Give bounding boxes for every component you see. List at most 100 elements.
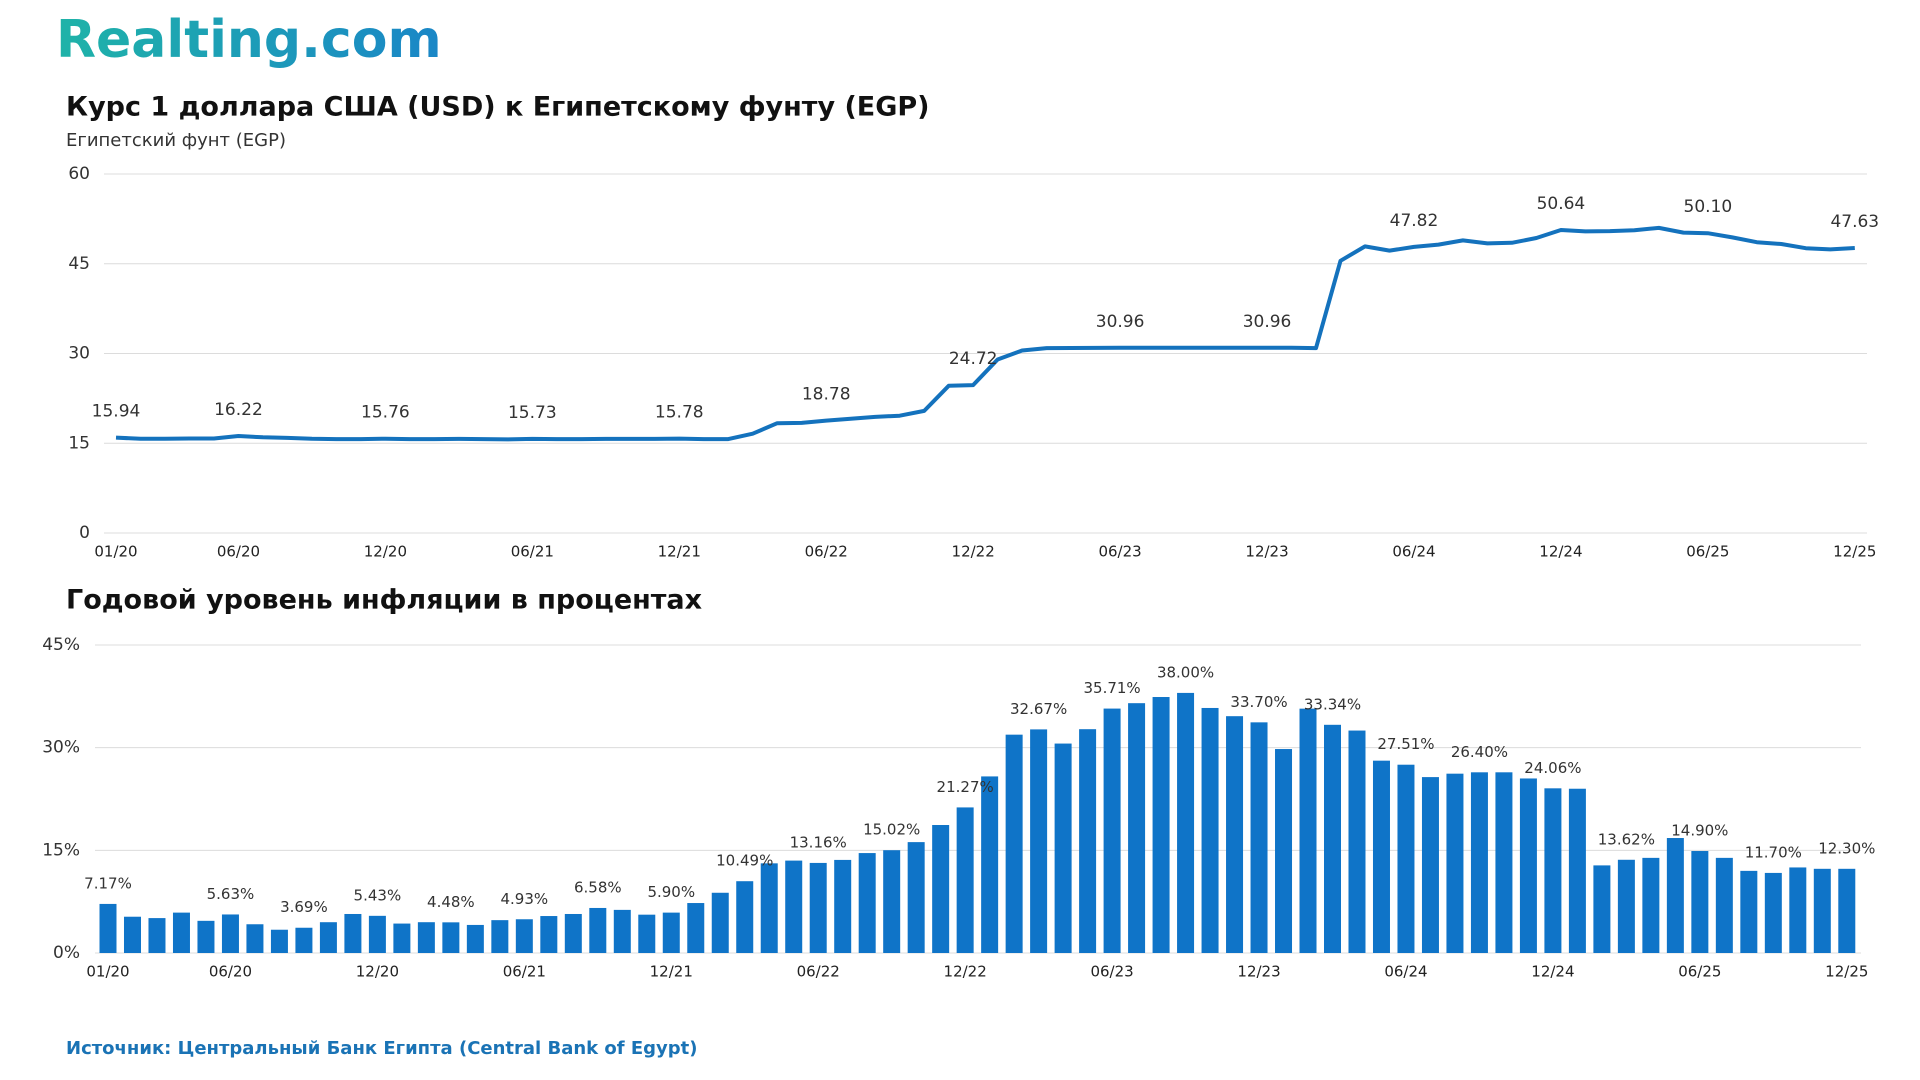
x-tick-label: 12/23 xyxy=(1245,543,1288,561)
bar xyxy=(981,776,999,953)
bar xyxy=(883,850,901,953)
data-label: 5.63% xyxy=(207,885,255,903)
data-label: 47.82 xyxy=(1390,211,1439,231)
bar xyxy=(1593,865,1611,953)
data-label: 12.30% xyxy=(1818,839,1875,857)
bar xyxy=(1054,743,1072,953)
bar xyxy=(1519,778,1537,953)
bar xyxy=(638,914,656,953)
data-label: 50.10 xyxy=(1684,197,1733,217)
bar xyxy=(368,915,386,953)
bar xyxy=(1275,749,1293,953)
y-tick-label: 0 xyxy=(79,523,90,543)
y-tick-label: 0% xyxy=(53,943,80,963)
bar xyxy=(907,842,925,953)
x-tick-label: 06/25 xyxy=(1686,543,1729,561)
x-tick-label: 06/25 xyxy=(1678,963,1721,981)
x-tick-label: 06/20 xyxy=(209,963,252,981)
x-tick-label: 06/23 xyxy=(1090,963,1133,981)
bar xyxy=(197,920,215,953)
bar xyxy=(1201,707,1219,953)
bar xyxy=(1250,722,1268,953)
bar xyxy=(687,903,705,953)
bar xyxy=(1642,857,1660,953)
y-tick-label: 30% xyxy=(42,738,80,758)
bar xyxy=(1030,729,1048,953)
chart-title: Курс 1 доллара США (USD) к Египетскому ф… xyxy=(66,92,930,123)
data-label: 33.70% xyxy=(1230,693,1287,711)
bar xyxy=(1372,760,1390,953)
data-label: 47.63 xyxy=(1830,212,1879,232)
bar xyxy=(1740,870,1758,953)
bar xyxy=(540,916,558,953)
bar xyxy=(956,807,974,953)
bar xyxy=(1348,730,1366,953)
data-label: 30.96 xyxy=(1096,312,1145,332)
bar xyxy=(1617,859,1635,953)
data-label: 16.22 xyxy=(214,400,263,420)
bar xyxy=(1838,868,1856,953)
bar xyxy=(1544,788,1562,953)
bar xyxy=(270,929,288,953)
x-tick-label: 12/21 xyxy=(658,543,701,561)
x-tick-label: 06/20 xyxy=(217,543,260,561)
data-label: 33.34% xyxy=(1304,695,1361,713)
bar xyxy=(589,907,607,953)
data-label: 50.64 xyxy=(1537,194,1586,214)
y-tick-label: 45% xyxy=(42,635,80,655)
bar xyxy=(662,912,680,953)
bar xyxy=(785,860,803,953)
data-label: 18.78 xyxy=(802,385,851,405)
bar xyxy=(319,922,337,953)
y-tick-label: 15 xyxy=(68,433,90,453)
x-tick-label: 12/21 xyxy=(650,963,693,981)
data-label: 15.73 xyxy=(508,403,557,423)
x-tick-label: 12/24 xyxy=(1531,963,1574,981)
data-label: 5.90% xyxy=(647,883,695,901)
data-label: 26.40% xyxy=(1451,743,1508,761)
x-tick-label: 06/22 xyxy=(805,543,848,561)
x-tick-label: 01/20 xyxy=(86,963,129,981)
bar xyxy=(1715,857,1733,953)
bar xyxy=(1079,729,1097,953)
bar xyxy=(417,922,435,953)
x-tick-label: 12/20 xyxy=(356,963,399,981)
bar xyxy=(148,918,166,953)
bar xyxy=(760,863,778,953)
x-tick-label: 12/24 xyxy=(1539,543,1582,561)
bar xyxy=(442,922,460,953)
y-tick-label: 30 xyxy=(68,344,90,364)
bar xyxy=(1495,772,1513,953)
x-tick-label: 01/20 xyxy=(94,543,137,561)
logo: Realting.com xyxy=(56,10,442,70)
data-label: 4.93% xyxy=(501,890,549,908)
bar xyxy=(466,924,484,953)
x-tick-label: 12/22 xyxy=(944,963,987,981)
bar xyxy=(393,923,411,953)
bar xyxy=(246,924,264,953)
data-label: 35.71% xyxy=(1083,679,1140,697)
x-tick-label: 12/22 xyxy=(952,543,995,561)
bar xyxy=(515,919,533,953)
y-tick-label: 15% xyxy=(42,840,80,860)
bar xyxy=(1128,703,1146,953)
bar xyxy=(123,916,141,953)
x-tick-label: 06/22 xyxy=(797,963,840,981)
bar xyxy=(1397,764,1415,953)
x-tick-label: 06/23 xyxy=(1098,543,1141,561)
y-tick-label: 45 xyxy=(68,254,90,274)
bar xyxy=(344,913,362,953)
data-label: 13.16% xyxy=(790,833,847,851)
bar xyxy=(1226,716,1244,953)
bar xyxy=(221,914,239,953)
bar xyxy=(711,892,729,953)
bar xyxy=(1813,868,1831,953)
bar xyxy=(564,913,582,953)
data-label: 10.49% xyxy=(716,852,773,870)
bar xyxy=(1764,872,1782,953)
x-tick-label: 12/25 xyxy=(1833,543,1876,561)
bar xyxy=(1789,867,1807,953)
bar xyxy=(1666,838,1684,953)
data-label: 21.27% xyxy=(937,778,994,796)
